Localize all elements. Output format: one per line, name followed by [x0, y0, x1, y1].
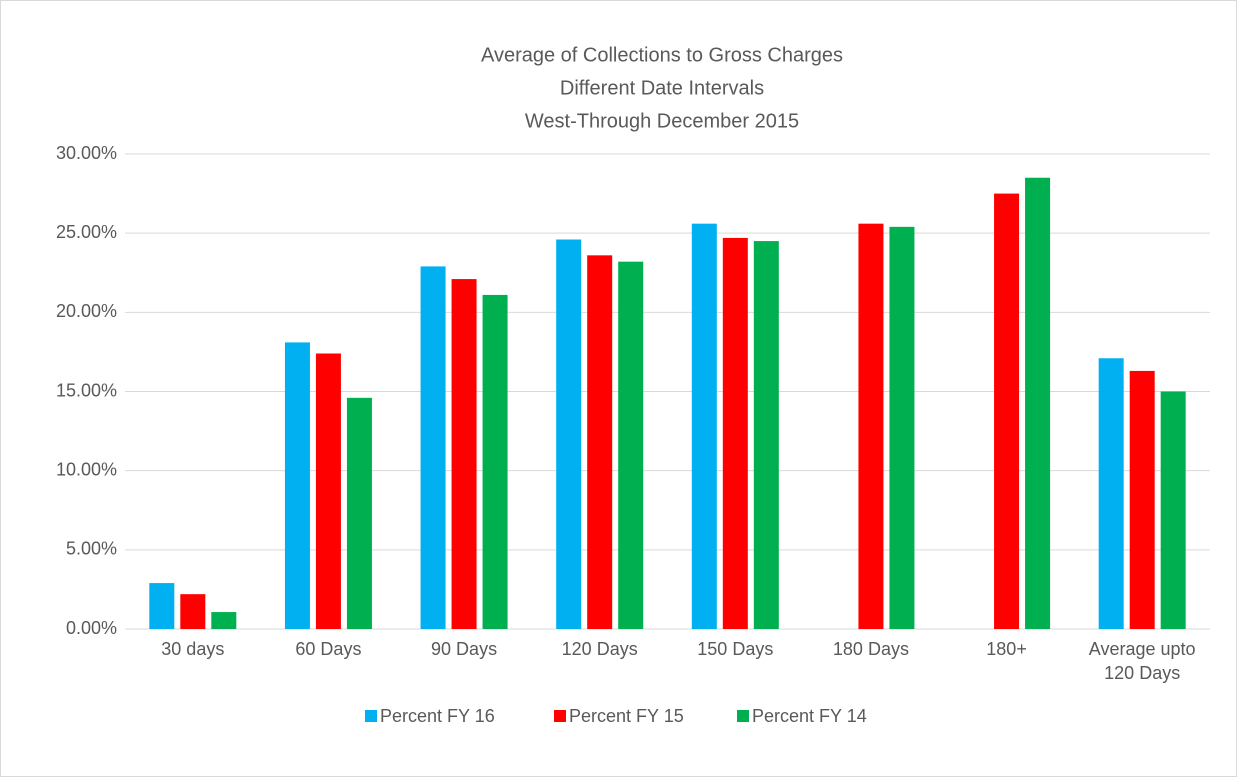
x-tick-label: 150 Days [697, 639, 774, 659]
chart-title: Average of Collections to Gross Charges [481, 44, 843, 66]
legend-swatch [365, 710, 377, 722]
bar [482, 294, 508, 629]
bar [618, 261, 644, 629]
bar [1129, 370, 1155, 629]
chart-title: Different Date Intervals [560, 77, 764, 99]
bar [284, 342, 310, 629]
legend-label: Percent FY 15 [569, 706, 684, 726]
y-tick-label: 20.00% [56, 301, 117, 321]
chart-title: West-Through December 2015 [525, 110, 799, 132]
x-tick-label: 120 Days [561, 639, 638, 659]
bar [1025, 177, 1051, 629]
bar [1098, 358, 1124, 629]
bar [858, 223, 884, 629]
y-tick-label: 15.00% [56, 380, 117, 400]
bar [420, 266, 446, 629]
y-tick-label: 5.00% [66, 539, 117, 559]
y-tick-label: 30.00% [56, 143, 117, 163]
bar [346, 397, 372, 629]
bar [722, 237, 748, 629]
bar [315, 353, 341, 629]
x-tick-label: Average upto 120 Days [1088, 639, 1196, 683]
x-tick-label: 90 Days [431, 639, 498, 659]
bar [180, 594, 206, 629]
legend-label: Percent FY 14 [752, 706, 867, 726]
y-tick-label: 10.00% [56, 459, 117, 479]
x-tick-label: 60 Days [295, 639, 362, 659]
bar [556, 239, 582, 629]
bar [994, 193, 1020, 630]
legend-label: Percent FY 16 [380, 706, 495, 726]
y-tick-label: 25.00% [56, 222, 117, 242]
x-tick-label: 180 Days [832, 639, 909, 659]
bar [149, 583, 175, 629]
bar [753, 241, 779, 630]
bar [587, 255, 613, 630]
x-tick-label: 30 days [161, 639, 225, 659]
legend-swatch [554, 710, 566, 722]
bar [1160, 391, 1186, 629]
y-tick-label: 0.00% [66, 618, 117, 638]
bar [451, 279, 477, 629]
legend-swatch [737, 710, 749, 722]
bar [691, 223, 717, 629]
bar [211, 612, 237, 629]
bar [889, 226, 915, 630]
x-tick-label: 180+ [986, 639, 1027, 659]
